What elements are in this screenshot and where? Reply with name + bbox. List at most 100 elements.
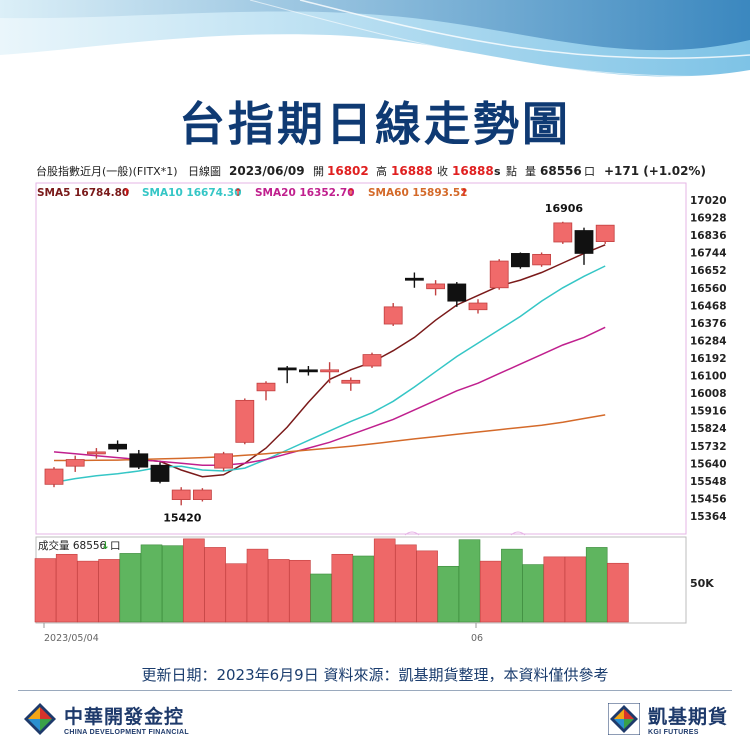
- cdf-logo-icon: [24, 703, 56, 735]
- volume-bar: [352, 555, 375, 623]
- candle-body: [87, 451, 106, 455]
- volume-bar: [585, 547, 608, 623]
- x-axis: 2023/05/04 06: [43, 623, 483, 644]
- sma-line-sma10: [53, 265, 606, 484]
- cdf-logo: 中華開發金控 CHINA DEVELOPMENT FINANCIAL: [24, 702, 189, 736]
- chart-header: 台股指數近月(一般)(FITX*1) 日線圖 2023/06/09 開 1680…: [36, 164, 706, 178]
- sma-legend-item: SMA20 16352.70: [255, 187, 355, 199]
- candle: [532, 252, 551, 267]
- header-date: 2023/06/09: [229, 164, 305, 178]
- volume-bar: [161, 545, 184, 623]
- candle: [553, 221, 573, 244]
- candle-body: [447, 283, 467, 302]
- volume-bar: [98, 559, 120, 623]
- candle-body: [362, 354, 382, 367]
- candle-body: [108, 443, 127, 450]
- volume-unit: 口: [584, 165, 595, 178]
- points-label: 點: [506, 165, 517, 178]
- candle-body: [426, 283, 446, 290]
- volume-bar: [34, 558, 57, 623]
- candle: [150, 462, 170, 484]
- price-tick-label: 16192: [690, 353, 727, 365]
- candle: [298, 366, 318, 376]
- volume-bar: [246, 548, 269, 623]
- volume-bar: [77, 560, 99, 623]
- candle-body: [404, 277, 424, 281]
- candle: [320, 362, 340, 384]
- volume-bar: [183, 538, 205, 623]
- instrument-name: 台股指數近月(一般)(FITX*1): [36, 164, 178, 178]
- volume-bar: [119, 553, 142, 623]
- price-annotation: 16906: [545, 202, 584, 215]
- open-value: 16802: [327, 164, 369, 178]
- candle: [426, 280, 446, 296]
- volume-bar: [310, 573, 332, 623]
- price-tick-label: 17020: [690, 195, 727, 207]
- page-title: 台指期日線走勢圖: [179, 97, 571, 151]
- volume-value: 68556: [540, 164, 582, 178]
- close-suffix: s: [494, 165, 501, 178]
- open-label: 開: [313, 165, 324, 178]
- volume-bar: [416, 550, 438, 623]
- price-tick-label: 15824: [690, 423, 727, 435]
- kgi-logo-subtitle: KGI FUTURES: [647, 729, 699, 736]
- volume-bar: [479, 560, 502, 623]
- volume-bar: [522, 564, 544, 623]
- candle: [277, 366, 297, 384]
- volume-bar: [140, 544, 163, 623]
- footer-divider: [18, 690, 732, 691]
- volume-bars: [34, 538, 629, 623]
- candle: [489, 259, 509, 290]
- kgi-logo-icon: [607, 703, 640, 735]
- sma-legend-arrow: ↑: [347, 187, 356, 199]
- candle-body: [65, 459, 85, 467]
- high-value: 16888: [391, 164, 433, 178]
- volume-bar: [55, 553, 78, 623]
- candle: [362, 352, 382, 368]
- volume-bar: [564, 556, 587, 623]
- volume-bar: [543, 556, 566, 623]
- volume-bar: [437, 565, 460, 623]
- volume-legend-label: 成交量 68556: [38, 539, 107, 552]
- candle-body: [298, 369, 318, 373]
- kgi-logo-name: 凱基期貨: [647, 706, 728, 728]
- sma-legend-item: SMA60 15893.52: [368, 187, 468, 199]
- candle-body: [171, 489, 191, 500]
- sma-legend-item: SMA5 16784.80: [37, 187, 129, 199]
- candle: [235, 398, 255, 445]
- candle-body: [256, 382, 276, 392]
- candle-body: [574, 230, 594, 254]
- panel-marker: [404, 531, 420, 536]
- volume-legend: 成交量 68556 ↓ 口: [38, 539, 121, 552]
- price-tick-label: 15916: [690, 406, 727, 418]
- price-tick-label: 15456: [690, 493, 727, 505]
- footer-note: 更新日期：2023年6月9日 資料來源：凱基期貨整理，本資料僅供參考: [141, 666, 609, 684]
- price-tick-label: 15640: [690, 458, 727, 470]
- candle-body: [277, 367, 297, 371]
- candle: [595, 224, 615, 244]
- sma-legend-item: SMA10 16674.30: [142, 187, 242, 199]
- candle: [108, 440, 127, 452]
- volume-bar: [458, 539, 481, 623]
- volume-bar: [204, 547, 226, 623]
- x-tick-label: 2023/05/04: [44, 633, 99, 644]
- sma-legend: SMA5 16784.80↑ SMA10 16674.30↑ SMA20 16352…: [37, 187, 468, 199]
- price-tick-label: 16928: [690, 213, 727, 225]
- cdf-logo-name: 中華開發金控: [64, 706, 185, 728]
- chart-annotations: 16906 15420: [163, 202, 583, 525]
- price-tick-label: 16744: [690, 248, 727, 260]
- period-label: 日線圖: [188, 164, 221, 178]
- price-tick-label: 16836: [690, 230, 727, 242]
- volume-axis-label: 50K: [690, 577, 714, 590]
- header-wave-decoration: [0, 0, 750, 77]
- volume-bar: [267, 559, 290, 623]
- candle: [404, 272, 424, 288]
- candle-body: [489, 260, 509, 289]
- candle-body: [595, 224, 615, 242]
- price-tick-label: 16100: [690, 371, 727, 383]
- volume-legend-arrow: ↓: [101, 540, 110, 552]
- panel-marker: [510, 531, 526, 536]
- volume-bar: [225, 563, 248, 623]
- close-value: 16888: [452, 164, 494, 178]
- candle: [87, 448, 106, 459]
